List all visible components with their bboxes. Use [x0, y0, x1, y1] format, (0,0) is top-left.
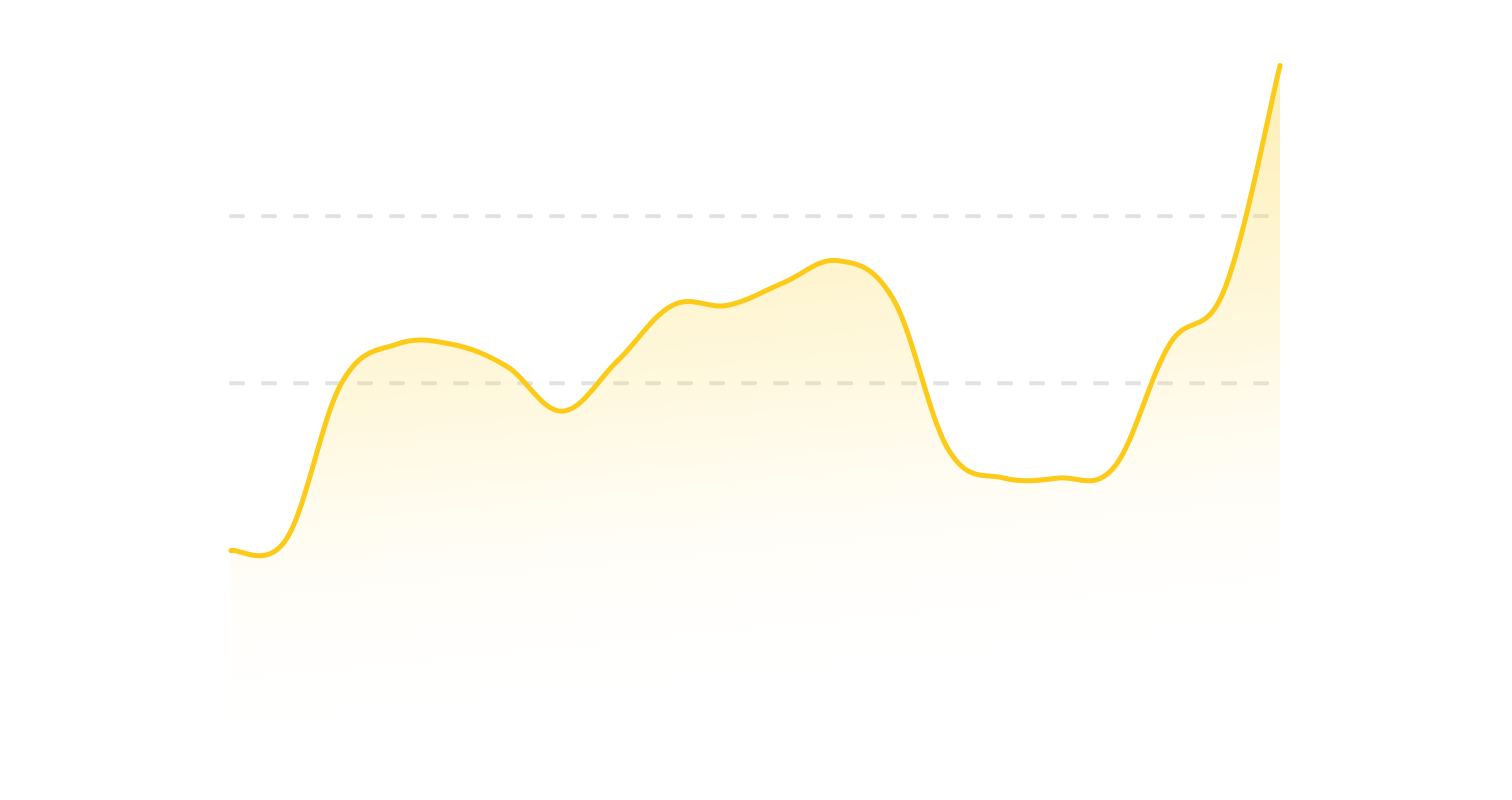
data-point-18 [1222, 286, 1227, 291]
data-point-10 [781, 280, 786, 285]
data-point-9 [725, 303, 730, 308]
data-point-19 [1277, 63, 1283, 69]
data-point-2 [339, 381, 344, 386]
data-point-13 [946, 448, 951, 453]
data-point-4 [449, 342, 454, 347]
data-point-6 [560, 409, 565, 414]
data-point-12 [891, 297, 896, 302]
data-point-0 [228, 547, 234, 553]
data-points [228, 63, 1283, 553]
data-point-14 [1001, 476, 1006, 481]
data-point-11 [836, 258, 841, 263]
data-point-17 [1167, 342, 1172, 347]
data-point-5 [505, 364, 510, 369]
area-fill [231, 65, 1280, 740]
data-point-7 [615, 358, 620, 363]
data-point-3 [394, 342, 399, 347]
series-line [228, 63, 1283, 559]
data-point-16 [1112, 464, 1117, 469]
data-point-15 [1057, 476, 1062, 481]
data-point-1 [284, 537, 289, 542]
data-point-8 [670, 303, 675, 308]
